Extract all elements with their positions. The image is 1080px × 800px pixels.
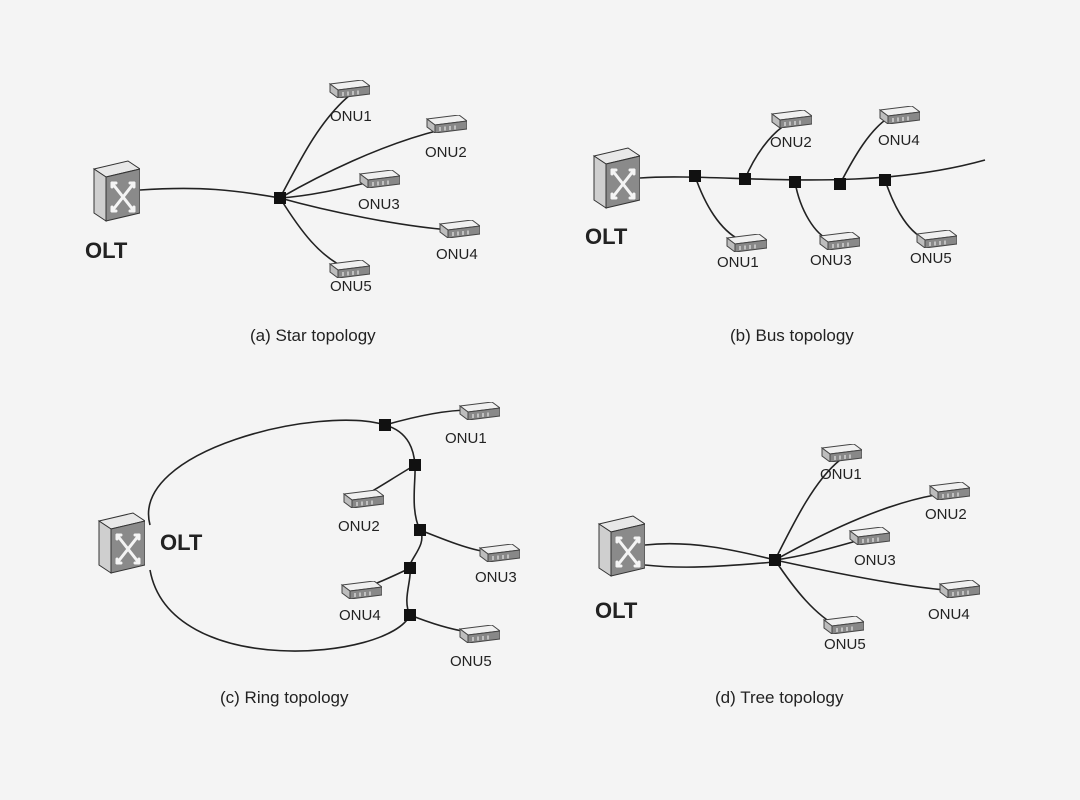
onu-label: ONU4 bbox=[878, 132, 920, 149]
onu-icon bbox=[328, 260, 370, 278]
panel-ring: OLT ONU1 ONU2 ONU3 ONU4 ONU5 (c) Ring to… bbox=[60, 390, 530, 740]
onu-icon bbox=[938, 580, 980, 598]
onu-label: ONU4 bbox=[928, 606, 970, 623]
onu-label: ONU2 bbox=[925, 506, 967, 523]
onu-icon bbox=[478, 544, 520, 562]
onu-label: ONU5 bbox=[824, 636, 866, 653]
panel-caption: (c) Ring topology bbox=[220, 688, 349, 708]
onu-icon bbox=[328, 80, 370, 98]
onu-icon bbox=[770, 110, 812, 128]
onu-label: ONU5 bbox=[330, 278, 372, 295]
olt-icon bbox=[95, 507, 145, 577]
panel-caption: (d) Tree topology bbox=[715, 688, 844, 708]
panel-star: OLT ONU1 ONU2 ONU3 ONU4 ONU5 (a) Star to… bbox=[60, 60, 530, 370]
onu-icon bbox=[878, 106, 920, 124]
panel-tree: OLT ONU1 ONU2 ONU3 ONU4 ONU5 (d) Tree to… bbox=[560, 390, 1030, 740]
onu-label: ONU5 bbox=[910, 250, 952, 267]
onu-icon bbox=[458, 402, 500, 420]
onu-label: ONU2 bbox=[770, 134, 812, 151]
onu-label: ONU2 bbox=[425, 144, 467, 161]
onu-label: ONU4 bbox=[339, 607, 381, 624]
olt-icon bbox=[90, 155, 140, 225]
onu-label: ONU3 bbox=[358, 196, 400, 213]
onu-label: ONU3 bbox=[475, 569, 517, 586]
bus-lines bbox=[560, 60, 1030, 370]
onu-icon bbox=[425, 115, 467, 133]
onu-label: ONU1 bbox=[330, 108, 372, 125]
panel-caption: (a) Star topology bbox=[250, 326, 376, 346]
onu-icon bbox=[342, 490, 384, 508]
onu-icon bbox=[820, 444, 862, 462]
onu-label: ONU5 bbox=[450, 653, 492, 670]
onu-icon bbox=[915, 230, 957, 248]
onu-label: ONU3 bbox=[854, 552, 896, 569]
onu-icon bbox=[928, 482, 970, 500]
onu-icon bbox=[358, 170, 400, 188]
onu-label: ONU3 bbox=[810, 252, 852, 269]
onu-label: ONU1 bbox=[445, 430, 487, 447]
panel-bus: OLT ONU2 ONU4 ONU1 ONU3 ONU5 (b) Bus top… bbox=[560, 60, 1030, 370]
panel-caption: (b) Bus topology bbox=[730, 326, 854, 346]
onu-icon bbox=[818, 232, 860, 250]
onu-label: ONU1 bbox=[717, 254, 759, 271]
onu-icon bbox=[822, 616, 864, 634]
onu-icon bbox=[725, 234, 767, 252]
onu-icon bbox=[438, 220, 480, 238]
olt-label: OLT bbox=[585, 224, 627, 250]
topology-figure: OLT ONU1 ONU2 ONU3 ONU4 ONU5 (a) Star to… bbox=[0, 0, 1080, 800]
onu-label: ONU1 bbox=[820, 466, 862, 483]
olt-label: OLT bbox=[160, 530, 202, 556]
olt-label: OLT bbox=[595, 598, 637, 624]
onu-icon bbox=[458, 625, 500, 643]
onu-label: ONU4 bbox=[436, 246, 478, 263]
olt-icon bbox=[595, 510, 645, 580]
olt-label: OLT bbox=[85, 238, 127, 264]
olt-icon bbox=[590, 142, 640, 212]
onu-icon bbox=[848, 527, 890, 545]
onu-icon bbox=[340, 581, 382, 599]
onu-label: ONU2 bbox=[338, 518, 380, 535]
